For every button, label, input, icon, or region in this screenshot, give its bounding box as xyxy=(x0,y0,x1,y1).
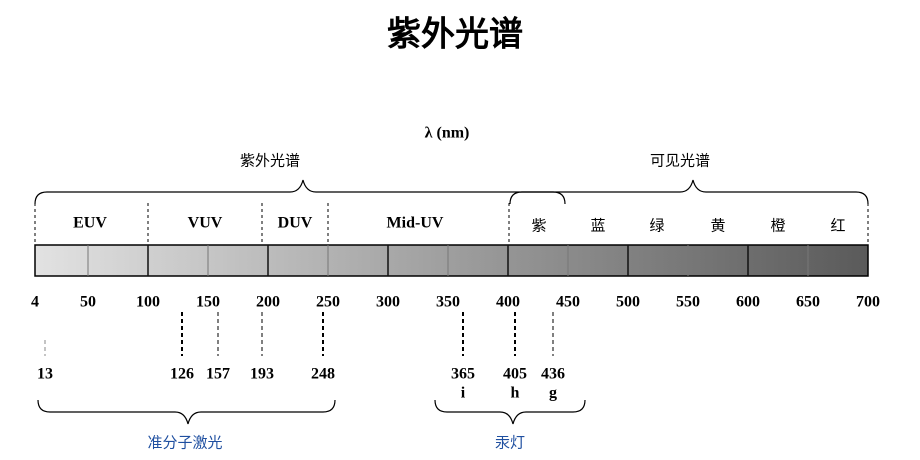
marker-label: 193 xyxy=(250,366,274,383)
tick-label: 700 xyxy=(856,294,880,311)
marker-sublabel: g xyxy=(549,385,557,402)
tick-label: 550 xyxy=(676,294,700,311)
marker-label: 248 xyxy=(311,366,335,383)
region-label: 紫外光谱 xyxy=(240,152,300,170)
brace xyxy=(509,179,869,205)
marker-sublabel: h xyxy=(511,385,520,402)
color-label: 紫 xyxy=(531,217,546,235)
spectrum-bar xyxy=(34,244,869,277)
tick-label: 150 xyxy=(196,294,220,311)
tick-label: 650 xyxy=(796,294,820,311)
marker-label: 436 xyxy=(541,366,565,383)
brace xyxy=(37,399,336,425)
tick-label: 100 xyxy=(136,294,160,311)
marker-sublabel: i xyxy=(461,385,466,402)
tick-label: 500 xyxy=(616,294,640,311)
marker-label: 157 xyxy=(206,366,230,383)
marker-label: 405 xyxy=(503,366,527,383)
tick-label: 350 xyxy=(436,294,460,311)
region-label: 可见光谱 xyxy=(650,152,710,170)
tick-label: 4 xyxy=(31,294,39,311)
band-label: EUV xyxy=(73,215,107,232)
color-label: 橙 xyxy=(770,217,785,235)
marker-label: 126 xyxy=(170,366,194,383)
color-label: 绿 xyxy=(649,217,664,235)
axis-label: λ (nm) xyxy=(425,125,470,142)
title: 紫外光谱 xyxy=(387,15,523,55)
tick-label: 50 xyxy=(80,294,96,311)
band-label: Mid-UV xyxy=(387,215,444,232)
tick-label: 600 xyxy=(736,294,760,311)
marker-label: 365 xyxy=(451,366,475,383)
marker-label: 13 xyxy=(37,366,53,383)
band-label: VUV xyxy=(188,215,223,232)
band-label: DUV xyxy=(278,215,313,232)
tick-label: 200 xyxy=(256,294,280,311)
brace xyxy=(434,399,586,425)
tick-label: 300 xyxy=(376,294,400,311)
tick-label: 450 xyxy=(556,294,580,311)
tick-label: 400 xyxy=(496,294,520,311)
source-label: 汞灯 xyxy=(495,434,525,452)
color-label: 红 xyxy=(830,217,845,235)
source-label: 准分子激光 xyxy=(147,434,222,452)
color-label: 蓝 xyxy=(590,217,605,235)
color-label: 黄 xyxy=(710,217,725,235)
tick-label: 250 xyxy=(316,294,340,311)
brace xyxy=(34,179,566,205)
